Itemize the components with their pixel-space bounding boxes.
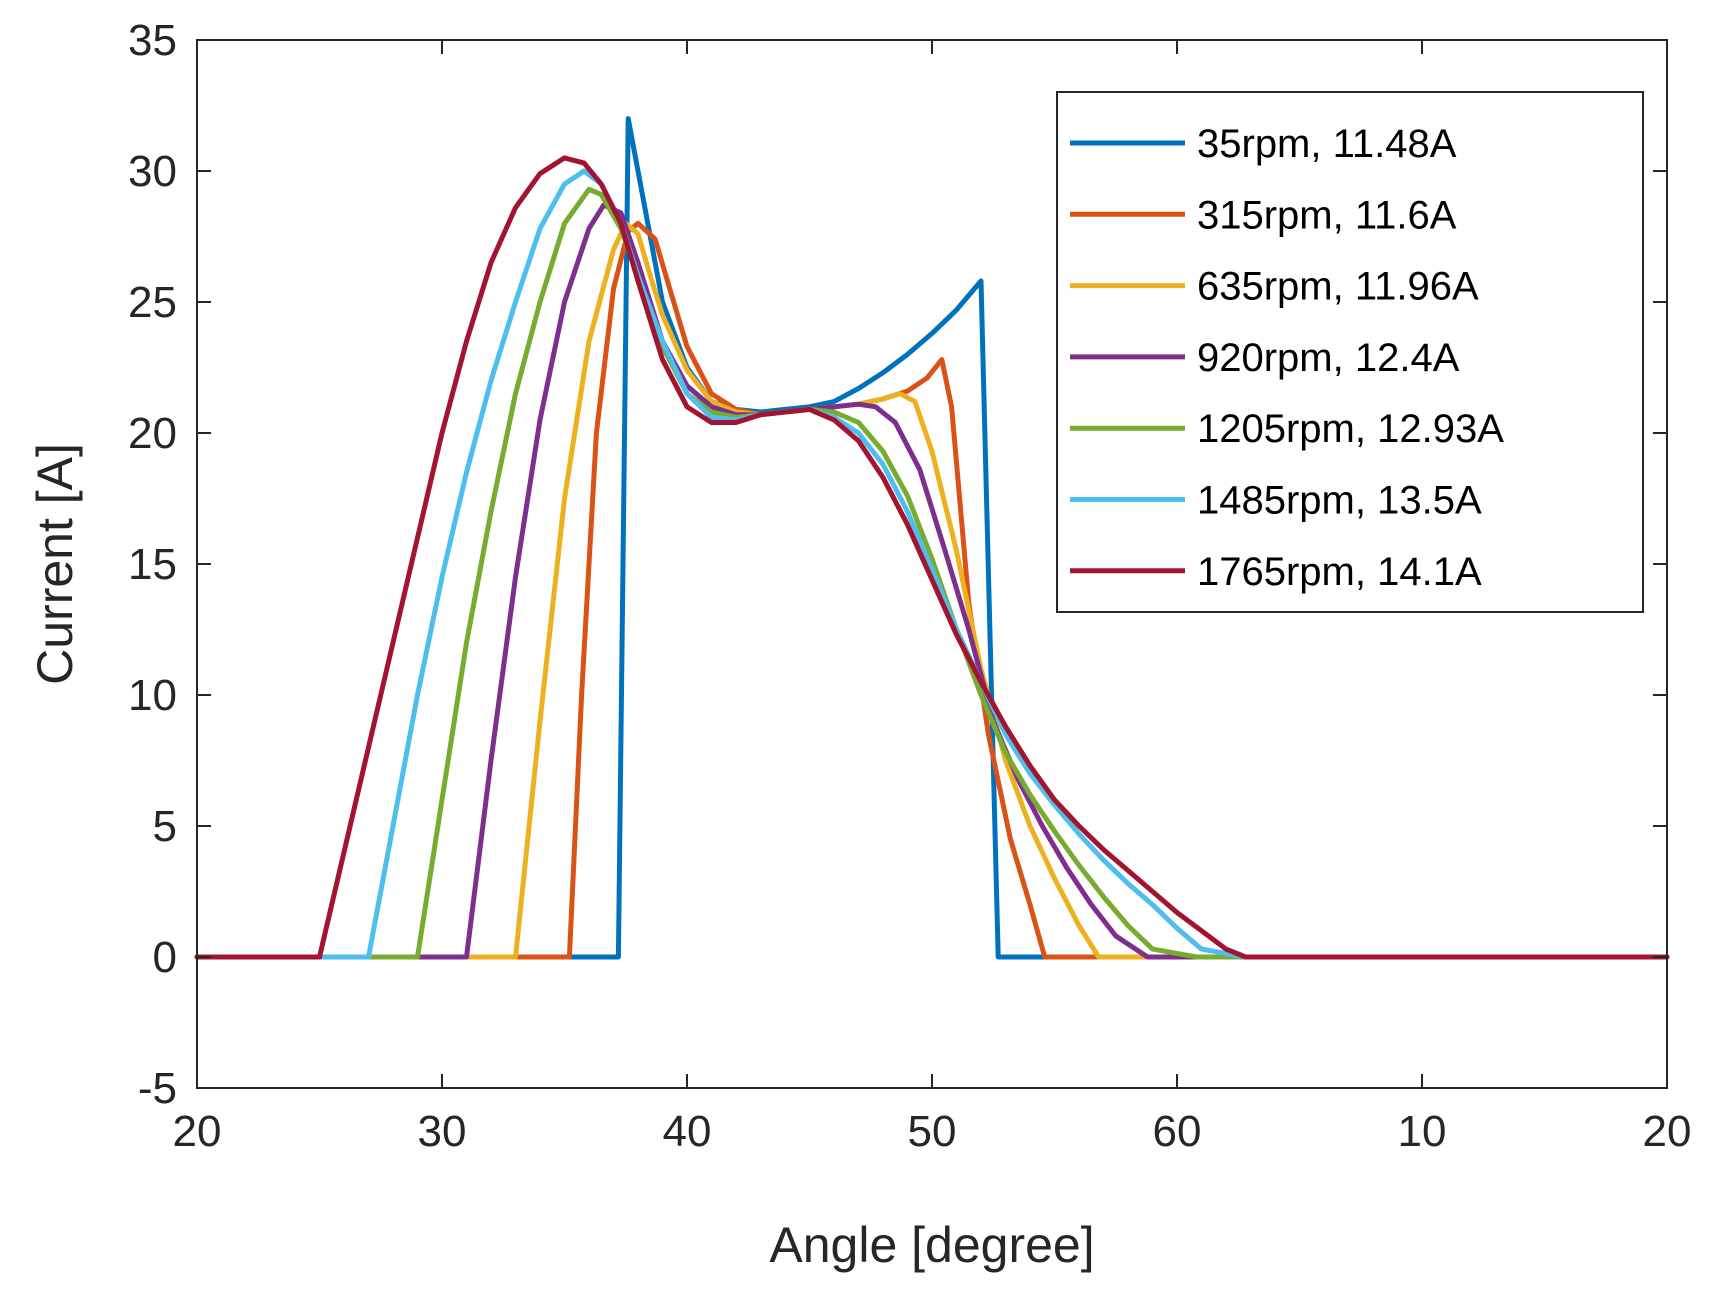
y-tick-label: 30 (128, 147, 177, 196)
y-axis-label: Current [A] (27, 443, 83, 685)
legend-label-5: 1205rpm, 12.93A (1197, 407, 1504, 451)
x-tick-label: 40 (663, 1107, 712, 1156)
y-tick-label: 35 (128, 16, 177, 65)
series-line-7 (194, 155, 1670, 960)
y-tick-label: 5 (153, 802, 177, 851)
x-tick-label: 50 (908, 1107, 957, 1156)
x-tick-label: 20 (1643, 1107, 1692, 1156)
legend-label-6: 1485rpm, 13.5A (1197, 479, 1482, 523)
y-tick-label: 10 (128, 671, 177, 720)
legend-label-3: 635rpm, 11.96A (1197, 265, 1479, 309)
legend-label-2: 315rpm, 11.6A (1197, 193, 1457, 237)
y-tick-label: 15 (128, 540, 177, 589)
y-tick-label: -5 (138, 1064, 177, 1113)
y-tick-label: 25 (128, 278, 177, 327)
legend-items: 35rpm, 11.48A 315rpm, 11.6A 635rpm, 11.96A… (1070, 122, 1504, 594)
y-tick-label: 0 (153, 933, 177, 982)
y-tick-label: 20 (128, 409, 177, 458)
x-tick-label: 30 (418, 1107, 467, 1156)
legend-label-7: 1765rpm, 14.1A (1197, 550, 1482, 594)
x-tick-label: 60 (1153, 1107, 1202, 1156)
series-layer (194, 116, 1670, 960)
legend-label-1: 35rpm, 11.48A (1197, 122, 1457, 166)
x-axis-label: Angle [degree] (769, 1217, 1094, 1273)
series-line-1 (194, 116, 1670, 960)
legend-box (1056, 91, 1644, 613)
legend-label-4: 920rpm, 12.4A (1197, 336, 1460, 380)
x-tick-label: 20 (173, 1107, 222, 1156)
x-tick-label: 10 (1398, 1107, 1447, 1156)
legend: 35rpm, 11.48A 315rpm, 11.6A 635rpm, 11.96A… (1056, 91, 1644, 613)
